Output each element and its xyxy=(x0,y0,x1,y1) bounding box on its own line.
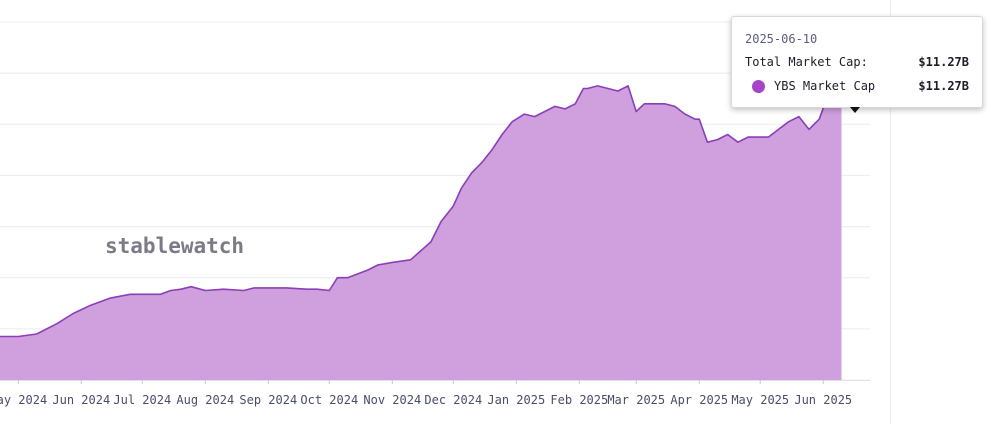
x-tick-label: Feb 2025 xyxy=(550,393,608,407)
tooltip-total-value: $11.27B xyxy=(918,55,969,69)
x-tick-label: Apr 2025 xyxy=(670,393,728,407)
x-tick-label: Oct 2024 xyxy=(300,393,358,407)
x-tick-label: Sep 2024 xyxy=(239,393,297,407)
series-line xyxy=(0,65,843,338)
x-tick-label: Mar 2025 xyxy=(607,393,665,407)
x-tick-label: Jul 2024 xyxy=(113,393,171,407)
x-tick-label: Aug 2024 xyxy=(176,393,234,407)
x-tick-label: May 2025 xyxy=(731,393,789,407)
tooltip-series-label: YBS Market Cap xyxy=(774,79,876,93)
x-tick-label: Dec 2024 xyxy=(424,393,482,407)
x-tick-label: Jun 2024 xyxy=(52,393,110,407)
tooltip-total-row: Total Market Cap: $11.27B xyxy=(745,55,969,69)
x-tick-label: Nov 2024 xyxy=(363,393,421,407)
x-tick-label: Jun 2025 xyxy=(794,393,852,407)
chart-tooltip: 2025-06-10 Total Market Cap: $11.27B YBS… xyxy=(731,16,983,108)
tooltip-series-value: $11.27B xyxy=(918,79,969,93)
series-area-fill xyxy=(0,65,842,380)
series-area xyxy=(0,65,843,380)
tooltip-date: 2025-06-10 xyxy=(745,32,818,46)
tooltip-total-label: Total Market Cap: xyxy=(745,55,868,69)
x-tick-label: May 2024 xyxy=(0,393,47,407)
x-tick-label: Jan 2025 xyxy=(487,393,545,407)
tooltip-series-row: YBS Market Cap $11.27B xyxy=(745,79,969,93)
tooltip-series-legend: YBS Market Cap xyxy=(745,79,875,93)
tooltip-pointer xyxy=(850,107,860,113)
plot-right-divider xyxy=(890,0,891,424)
series-color-swatch xyxy=(752,79,765,93)
watermark: stablewatch xyxy=(105,234,244,258)
